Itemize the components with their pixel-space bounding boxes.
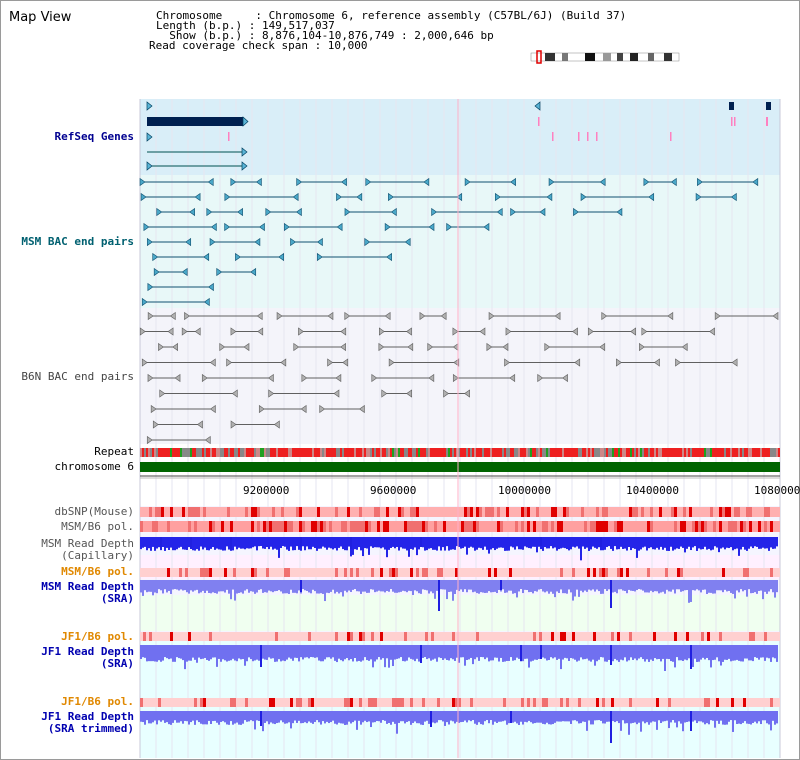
heat-bars bbox=[140, 507, 780, 707]
label-jf1-depth-2: (SRA) bbox=[100, 657, 134, 670]
label-msm-depth-sra-2: (SRA) bbox=[100, 592, 134, 605]
info-chromosome: Chromosome : Chromosome 6, reference ass… bbox=[156, 9, 627, 22]
tick-label-10000000: 10000000 bbox=[498, 484, 551, 497]
label-jf1-trim-1: JF1 Read Depth bbox=[41, 710, 134, 723]
label-jf1-pol-2: JF1/B6 pol. bbox=[61, 695, 134, 708]
label-msm-bac: MSM BAC end pairs bbox=[21, 235, 134, 248]
info-length: Length (b.p.) : 149,517,037 bbox=[156, 19, 335, 32]
repeat-bar bbox=[140, 448, 780, 457]
tick-label-10400000: 10400000 bbox=[626, 484, 679, 497]
chromosome-bar bbox=[140, 462, 780, 472]
label-chromosome: chromosome 6 bbox=[54, 460, 134, 473]
label-msm-depth-capillary-1: MSM Read Depth bbox=[41, 537, 134, 550]
label-dbsnp: dbSNP(Mouse) bbox=[54, 505, 134, 518]
map-title: Map View bbox=[9, 10, 72, 25]
chromosome-ideogram bbox=[530, 50, 680, 64]
label-refseq-genes: RefSeq Genes bbox=[54, 130, 134, 143]
b6n-bac-features[interactable] bbox=[139, 311, 779, 445]
info-show-range: Show (b.p.) : 8,876,104-10,876,749 : 2,0… bbox=[156, 29, 494, 42]
label-b6n-bac: B6N BAC end pairs bbox=[21, 370, 134, 383]
msm-bac-features[interactable] bbox=[139, 177, 759, 307]
label-repeat: Repeat bbox=[94, 445, 134, 458]
label-jf1-trim-2: (SRA trimmed) bbox=[47, 722, 134, 735]
read-depth-tracks bbox=[140, 537, 778, 743]
tick-label-9600000: 9600000 bbox=[370, 484, 416, 497]
label-msm-depth-capillary-2: (Capillary) bbox=[61, 549, 134, 562]
label-jf1-pol-1: JF1/B6 pol. bbox=[61, 630, 134, 643]
position-axis bbox=[140, 475, 780, 479]
axis-tick-labels: 9200000 9600000 10000000 10400000 108000… bbox=[243, 484, 800, 497]
label-jf1-depth-1: JF1 Read Depth bbox=[41, 645, 134, 658]
info-coverage-span: Read coverage check span : 10,000 bbox=[149, 39, 368, 52]
label-msm-pol-sra: MSM/B6 pol. bbox=[61, 565, 134, 578]
label-msm-pol-capillary: MSM/B6 pol. bbox=[61, 520, 134, 533]
refseq-genes[interactable] bbox=[146, 101, 771, 171]
tick-label-10800000: 10800000 bbox=[754, 484, 800, 497]
label-msm-depth-sra-1: MSM Read Depth bbox=[41, 580, 134, 593]
tick-label-9200000: 9200000 bbox=[243, 484, 289, 497]
